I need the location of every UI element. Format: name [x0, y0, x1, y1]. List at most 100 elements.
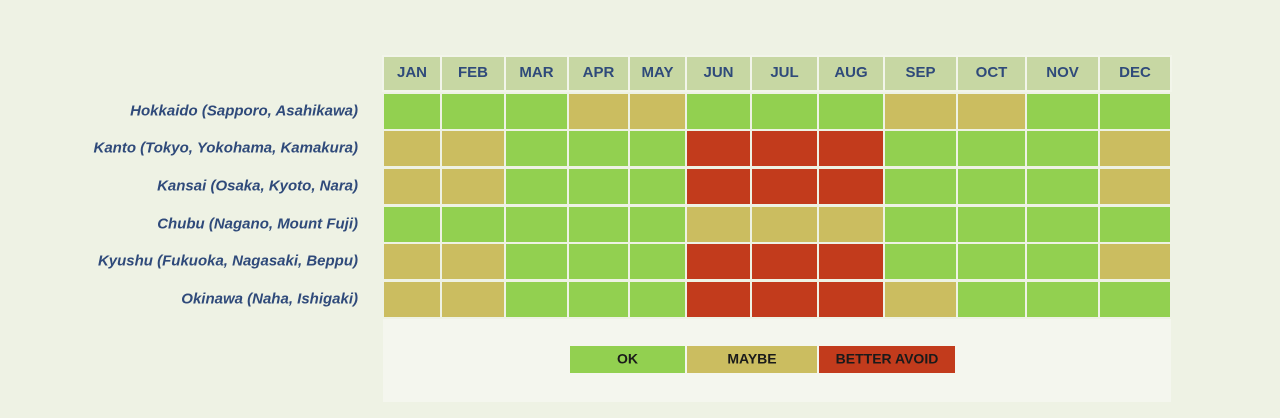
status-cell: [817, 92, 885, 131]
legend-swatch: [568, 344, 687, 375]
status-cell: [1025, 167, 1100, 206]
status-cell: [567, 242, 630, 281]
legend-label: MAYBE: [727, 351, 776, 367]
status-cell: [956, 205, 1027, 244]
month-header: [628, 55, 687, 92]
status-cell: [504, 92, 569, 131]
status-cell: [956, 129, 1027, 168]
status-cell: [1025, 92, 1100, 131]
status-cell: [883, 205, 958, 244]
status-cell: [440, 92, 506, 131]
month-label: FEB: [458, 64, 488, 81]
status-cell: [567, 129, 630, 168]
status-cell: [567, 280, 630, 319]
status-cell: [1098, 167, 1172, 206]
month-header: [504, 55, 569, 92]
month-label: AUG: [834, 64, 867, 81]
status-cell: [956, 167, 1027, 206]
status-cell: [750, 92, 819, 131]
status-cell: [628, 205, 687, 244]
region-label: Kansai (Osaka, Kyoto, Nara): [157, 177, 358, 194]
status-cell: [1098, 205, 1172, 244]
status-cell: [382, 205, 442, 244]
month-label: JUN: [703, 64, 733, 81]
status-cell: [382, 242, 442, 281]
status-cell: [750, 280, 819, 319]
status-cell: [440, 242, 506, 281]
status-cell: [504, 280, 569, 319]
legend-label: BETTER AVOID: [836, 351, 939, 367]
status-cell: [382, 129, 442, 168]
status-cell: [628, 92, 687, 131]
month-label: NOV: [1046, 64, 1079, 81]
region-label: Kanto (Tokyo, Yokohama, Kamakura): [93, 139, 358, 156]
status-cell: [1025, 205, 1100, 244]
month-label: APR: [583, 64, 615, 81]
status-cell: [750, 242, 819, 281]
month-header: [1098, 55, 1172, 92]
month-label: JUL: [770, 64, 798, 81]
status-cell: [956, 280, 1027, 319]
status-cell: [817, 129, 885, 168]
month-label: DEC: [1119, 64, 1151, 81]
status-cell: [750, 205, 819, 244]
status-cell: [628, 242, 687, 281]
region-label: Kyushu (Fukuoka, Nagasaki, Beppu): [98, 252, 358, 269]
legend-swatch: [685, 344, 819, 375]
status-cell: [685, 92, 752, 131]
status-cell: [504, 242, 569, 281]
status-cell: [883, 129, 958, 168]
status-cell: [567, 205, 630, 244]
status-cell: [382, 167, 442, 206]
status-cell: [1098, 242, 1172, 281]
status-cell: [440, 129, 506, 168]
region-label: Okinawa (Naha, Ishigaki): [181, 290, 358, 307]
month-label: JAN: [397, 64, 427, 81]
status-cell: [382, 92, 442, 131]
status-cell: [685, 129, 752, 168]
status-cell: [750, 129, 819, 168]
status-cell: [504, 167, 569, 206]
month-header: [956, 55, 1027, 92]
status-cell: [817, 242, 885, 281]
status-cell: [440, 280, 506, 319]
status-cell: [1098, 92, 1172, 131]
status-cell: [883, 280, 958, 319]
status-cell: [567, 92, 630, 131]
status-cell: [685, 205, 752, 244]
month-label: SEP: [905, 64, 935, 81]
status-cell: [685, 280, 752, 319]
status-cell: [1098, 280, 1172, 319]
status-cell: [628, 280, 687, 319]
status-cell: [1025, 242, 1100, 281]
status-cell: [628, 167, 687, 206]
status-cell: [504, 205, 569, 244]
status-cell: [504, 129, 569, 168]
status-cell: [1025, 280, 1100, 319]
month-label: MAY: [642, 64, 674, 81]
status-cell: [750, 167, 819, 206]
month-header: [382, 55, 442, 92]
legend-label: OK: [617, 351, 638, 367]
status-cell: [817, 167, 885, 206]
status-cell: [1098, 129, 1172, 168]
status-cell: [883, 242, 958, 281]
month-header: [1025, 55, 1100, 92]
status-cell: [883, 92, 958, 131]
status-cell: [628, 129, 687, 168]
month-header: [817, 55, 885, 92]
month-header: [567, 55, 630, 92]
status-cell: [817, 280, 885, 319]
status-cell: [685, 242, 752, 281]
region-label: Hokkaido (Sapporo, Asahikawa): [130, 102, 358, 119]
legend-swatch: [817, 344, 957, 375]
month-header: [440, 55, 506, 92]
region-label: Chubu (Nagano, Mount Fuji): [157, 215, 358, 232]
month-label: OCT: [976, 64, 1008, 81]
status-cell: [883, 167, 958, 206]
status-cell: [956, 242, 1027, 281]
status-cell: [685, 167, 752, 206]
month-header: [685, 55, 752, 92]
status-cell: [440, 167, 506, 206]
